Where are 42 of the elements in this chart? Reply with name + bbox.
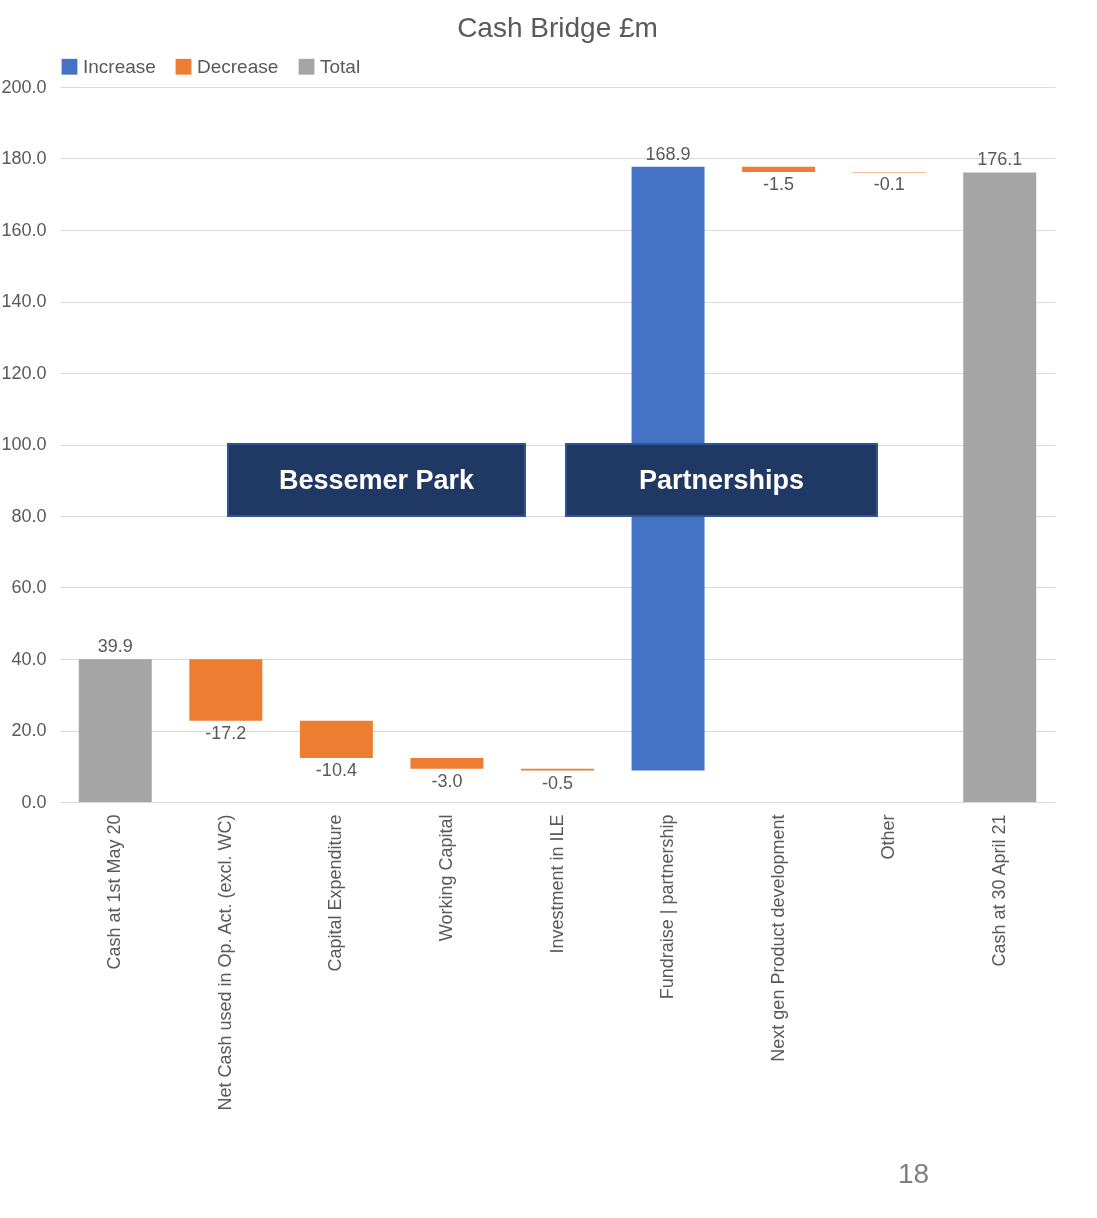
x-tick-label: Other (878, 814, 899, 860)
data-label: 39.9 (97, 636, 133, 657)
bar (299, 720, 373, 759)
data-label: -1.5 (763, 174, 795, 195)
y-tick-label: 160.0 (1, 219, 47, 240)
legend-label: Increase (83, 55, 156, 77)
bar (189, 659, 263, 721)
data-label: -17.2 (205, 722, 247, 743)
data-label: -0.1 (873, 174, 905, 195)
y-tick-label: 180.0 (1, 148, 47, 168)
bar (410, 758, 484, 769)
legend-label: Decrease (197, 55, 279, 77)
data-label: 168.9 (645, 143, 691, 164)
y-tick-label: 20.0 (11, 720, 47, 740)
bar (742, 166, 816, 173)
bar (963, 172, 1037, 802)
bar (78, 659, 152, 802)
label-box: Bessemer Park (227, 443, 526, 517)
x-tick-label: Cash at 1st May 20 (104, 814, 125, 970)
legend-label: Total (320, 55, 361, 77)
data-label: -3.0 (431, 770, 463, 791)
text: 18 (898, 1158, 930, 1190)
y-tick-label: 60.0 (11, 577, 47, 597)
x-tick-label: Investment in ILE (546, 814, 567, 954)
y-tick-label: 200.0 (1, 76, 47, 97)
x-tick-label: Next gen Product development (767, 814, 788, 1062)
x-tick-label: Capital Expenditure (325, 814, 346, 972)
x-tick-label: Fundraise | partnership (657, 814, 678, 1000)
x-tick-label: Cash at 30 April 21 (988, 814, 1009, 967)
label-box: Partnerships (565, 443, 878, 517)
y-tick-label: 140.0 (1, 291, 47, 311)
y-tick-label: 80.0 (11, 505, 47, 526)
x-tick-label: Working Capital (435, 814, 456, 942)
y-tick-label: 100.0 (1, 434, 47, 454)
data-label: -10.4 (315, 760, 357, 781)
data-label: 176.1 (977, 149, 1023, 170)
x-tick-label: Net Cash used in Op. Act. (excl. WC) (214, 814, 235, 1111)
y-tick-label: 120.0 (1, 362, 47, 383)
chart-title: Cash Bridge £m (457, 12, 658, 43)
y-tick-label: 40.0 (11, 648, 47, 669)
y-tick-label: 0.0 (21, 791, 47, 812)
data-label: -0.5 (541, 772, 574, 793)
